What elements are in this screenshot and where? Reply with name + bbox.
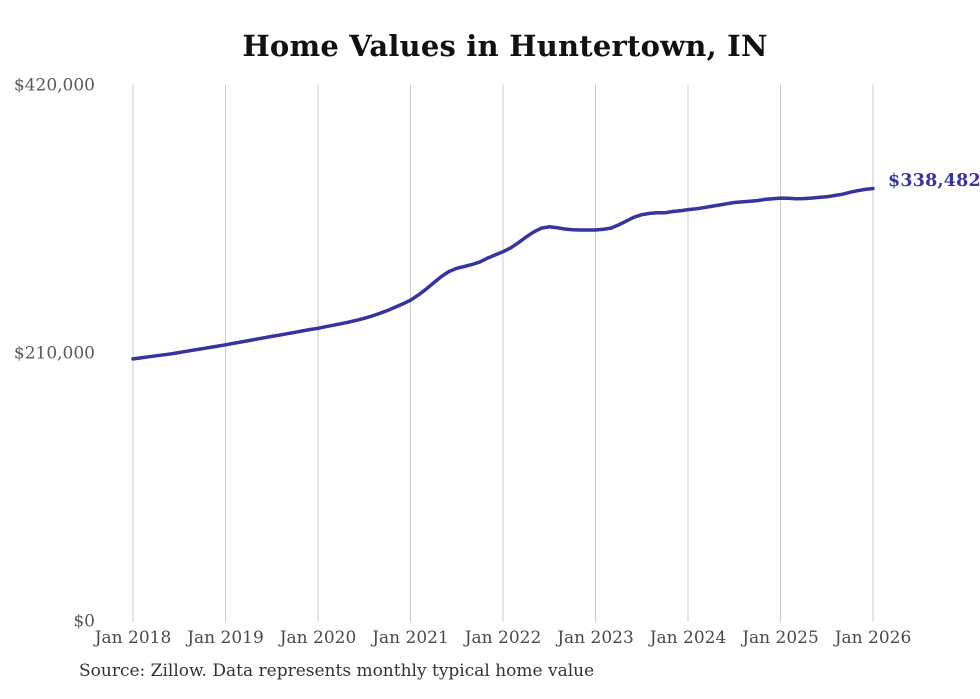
x-tick-label: Jan 2026 xyxy=(833,628,912,648)
x-tick-label: Jan 2018 xyxy=(93,628,172,648)
x-tick-label: Jan 2019 xyxy=(185,628,264,648)
home-value-series-line xyxy=(131,186,875,361)
x-tick-label: Jan 2020 xyxy=(278,628,357,648)
x-tick-label: Jan 2021 xyxy=(370,628,449,648)
y-tick-label: $420,000 xyxy=(14,76,95,96)
y-tick-label: $210,000 xyxy=(14,344,95,364)
y-tick-label: $0 xyxy=(73,612,95,632)
x-tick-label: Jan 2023 xyxy=(555,628,634,648)
chart-title: Home Values in Huntertown, IN xyxy=(242,29,768,63)
x-tick-label: Jan 2025 xyxy=(740,628,819,648)
latest-value-label: $338,482 xyxy=(888,171,980,191)
x-tick-label: Jan 2022 xyxy=(463,628,542,648)
source-note: Source: Zillow. Data represents monthly … xyxy=(79,661,595,681)
x-tick-label: Jan 2024 xyxy=(648,628,727,648)
